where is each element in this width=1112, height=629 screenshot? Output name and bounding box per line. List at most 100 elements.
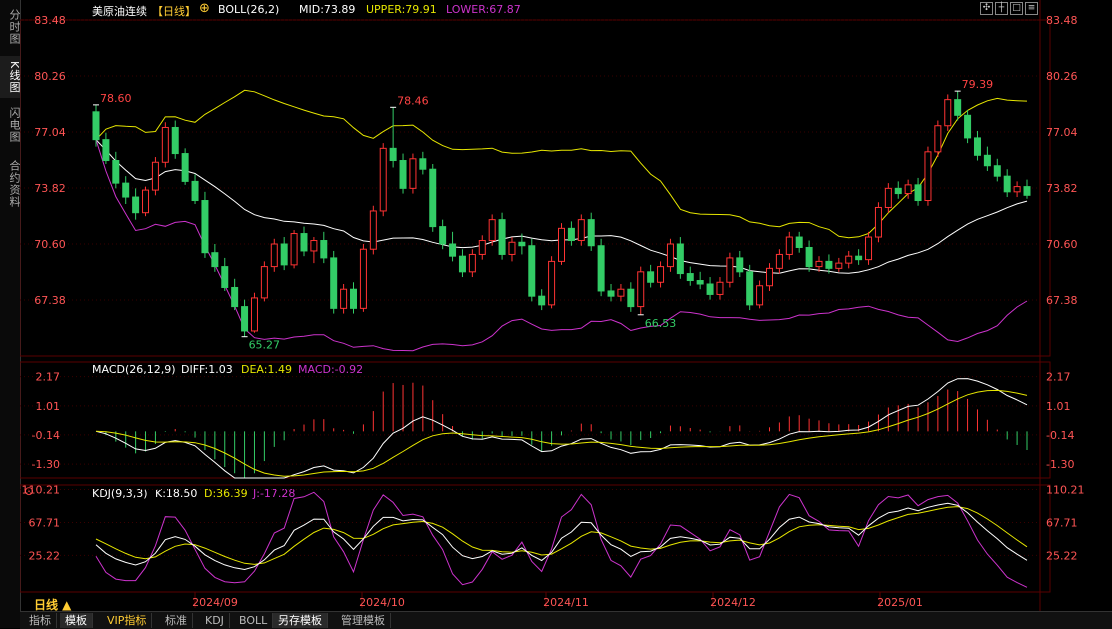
kdj-right-label: 110.21	[1046, 483, 1085, 496]
candle-down	[973, 137, 981, 156]
fullscreen-icon[interactable]: □	[1010, 2, 1023, 15]
left-price-label: 80.26	[34, 70, 66, 83]
kdj-right-label: 25.22	[1046, 549, 1078, 562]
candle-down	[211, 252, 219, 268]
tab-contract-info[interactable]: 合约资料	[8, 160, 21, 208]
panel-frame	[20, 484, 1051, 593]
candle-down	[389, 147, 397, 162]
candle-up	[369, 210, 377, 250]
zoom-icon[interactable]: ⊕	[199, 1, 210, 16]
candle-up	[250, 297, 258, 332]
candle-up	[548, 260, 556, 306]
candle-up	[290, 233, 298, 266]
candle-up	[409, 158, 417, 189]
kdj-left-label: 110.21	[22, 483, 61, 496]
candle-up	[577, 219, 585, 242]
candle-up	[884, 187, 892, 208]
kdj-k-line	[95, 502, 1028, 571]
candle-down	[201, 200, 209, 254]
kdj-right-label: 67.71	[1046, 516, 1078, 529]
candle-up	[478, 240, 486, 255]
tab-manage-template[interactable]: 管理模板	[336, 613, 391, 628]
candle-up	[270, 243, 278, 268]
candle-down	[1023, 186, 1031, 196]
extreme-price-label: 78.60	[100, 92, 132, 105]
tab-kline-chart[interactable]: K线图	[0, 56, 21, 98]
left-price-label: 83.48	[34, 14, 66, 27]
macd-left-label: -0.14	[32, 429, 60, 442]
crosshair-icon[interactable]: ┼	[995, 2, 1008, 15]
macd-left-label: 2.17	[36, 371, 61, 384]
candle-down	[647, 271, 655, 283]
tab-boll[interactable]: BOLL	[234, 613, 274, 628]
boll-upper: UPPER:79.91	[366, 3, 437, 16]
candle-down	[983, 154, 991, 167]
candle-up	[726, 257, 734, 283]
x-axis-date-label: 2024/10	[359, 596, 405, 609]
candle-down	[795, 236, 803, 248]
tab-time-chart[interactable]: 分时图	[8, 9, 21, 45]
candle-up	[379, 147, 387, 212]
candle-down	[132, 196, 140, 214]
extreme-price-label: 66.53	[645, 317, 677, 330]
tab-vip-indicator[interactable]: VIP指标	[102, 613, 153, 628]
candle-down	[112, 160, 120, 184]
candle-up	[944, 99, 952, 127]
kdj-d: D:36.39	[204, 487, 248, 500]
extreme-price-label: 78.46	[397, 94, 429, 107]
candle-up	[1013, 186, 1021, 193]
tab-flash-chart[interactable]: 闪电图	[8, 107, 21, 143]
right-price-label: 70.60	[1046, 238, 1078, 251]
period-selector[interactable]: 日线 ▲	[34, 598, 72, 612]
candle-down	[449, 243, 457, 257]
candle-down	[746, 271, 754, 306]
right-price-label: 77.04	[1046, 126, 1078, 139]
period-label: 【日线】	[152, 5, 196, 18]
candle-down	[706, 283, 714, 295]
panel-frame	[20, 19, 1051, 357]
candle-down	[320, 240, 328, 259]
candle-up	[874, 206, 882, 238]
kdj-left-label: 67.71	[29, 516, 61, 529]
left-price-label: 70.60	[34, 238, 66, 251]
settings-icon[interactable]: ≡	[1025, 2, 1038, 15]
candle-up	[142, 189, 150, 214]
macd-indicator-name: MACD(26,12,9)	[92, 363, 176, 376]
candle-down	[458, 255, 466, 273]
right-price-label: 73.82	[1046, 182, 1078, 195]
kdj-k: K:18.50	[155, 487, 198, 500]
tab-standard[interactable]: 标准	[160, 613, 193, 628]
candle-down	[855, 255, 863, 261]
move-icon[interactable]: ✣	[980, 2, 993, 15]
tab-template[interactable]: 模板	[60, 613, 93, 628]
candle-up	[617, 288, 625, 297]
kdj-d-line	[95, 506, 1028, 565]
macd-right-label: -0.14	[1046, 429, 1074, 442]
candle-up	[260, 266, 268, 299]
macd-diff-line	[95, 378, 1028, 479]
kdj-indicator-name: KDJ(9,3,3)	[92, 487, 148, 500]
candle-up	[924, 151, 932, 202]
candle-down	[92, 111, 100, 141]
x-axis-date-label: 2024/12	[710, 596, 756, 609]
candle-down	[597, 245, 605, 292]
extreme-price-label: 79.39	[962, 78, 994, 91]
indicator-settings-icon[interactable]: ⊙	[24, 484, 35, 498]
bottom-toolbar: 指标 模板 VIP指标 标准 KDJ BOLL 另存模板 管理模板	[20, 611, 1112, 629]
macd-left-label: 1.01	[36, 400, 61, 413]
candle-down	[1003, 175, 1011, 193]
tab-save-template[interactable]: 另存模板	[273, 613, 328, 628]
candle-up	[310, 240, 318, 252]
macd-dea-line	[95, 389, 1028, 477]
boll-upper-line	[95, 89, 1028, 239]
tab-indicator[interactable]: 指标	[24, 613, 57, 628]
kline-chart[interactable]: 83.48 83.48 80.26 80.26 77.04 77.04 73.82 73.82…	[20, 0, 1112, 611]
panel-frame	[20, 361, 1051, 479]
candle-down	[538, 295, 546, 306]
macd-value: MACD:-0.92	[298, 363, 364, 376]
macd-diff: DIFF:1.03	[181, 363, 233, 376]
candle-up	[815, 260, 823, 268]
instrument-title: 美原油连续	[92, 5, 147, 18]
macd-right-label: 1.01	[1046, 400, 1071, 413]
tab-kdj[interactable]: KDJ	[200, 613, 230, 628]
